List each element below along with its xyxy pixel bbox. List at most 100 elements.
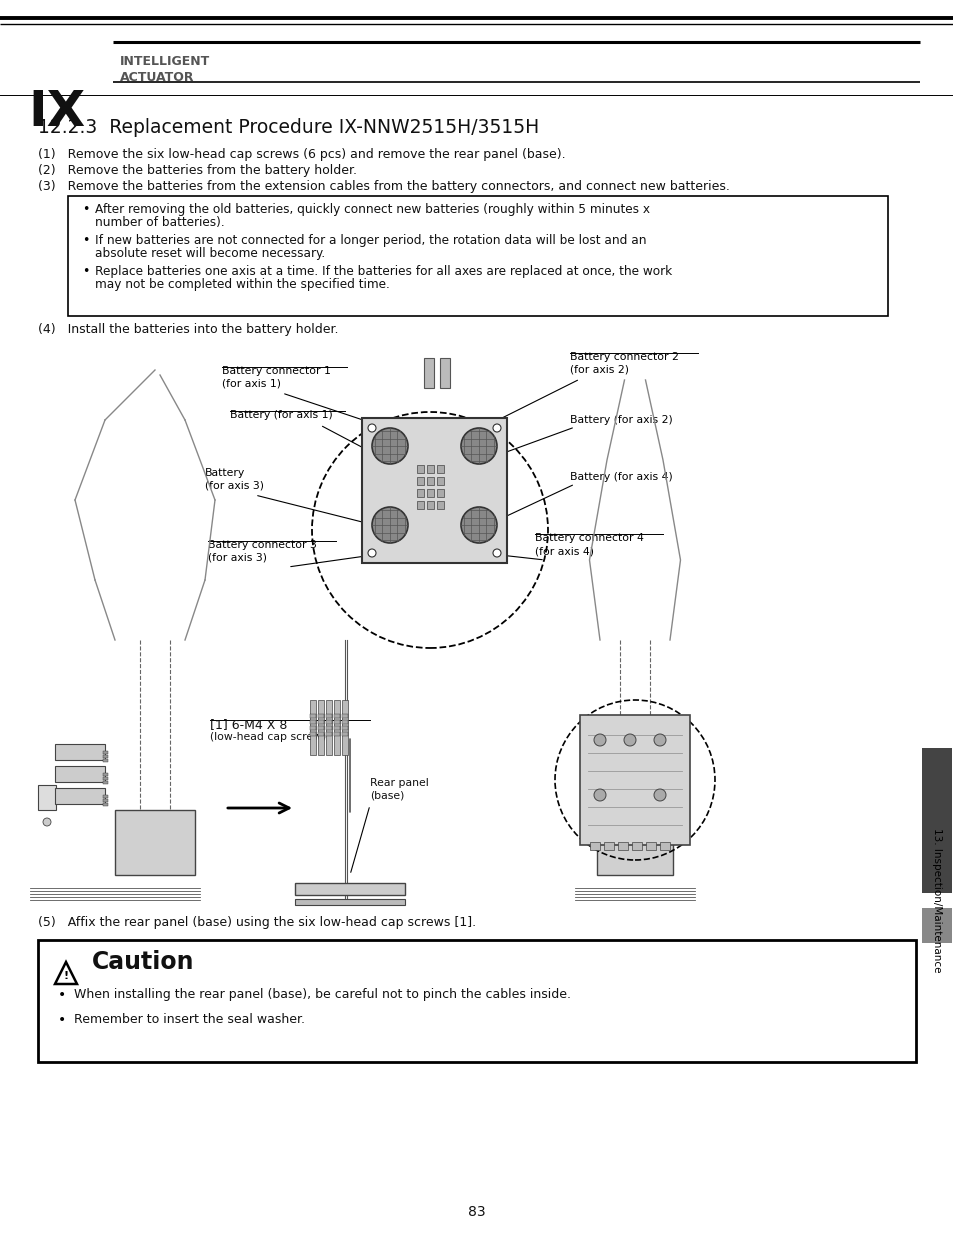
Bar xyxy=(326,732,332,736)
Bar xyxy=(294,899,405,905)
Bar xyxy=(416,477,423,485)
Bar xyxy=(103,781,108,784)
Bar xyxy=(103,803,108,806)
Text: 83: 83 xyxy=(468,1205,485,1219)
Circle shape xyxy=(594,789,605,802)
Bar xyxy=(310,700,315,755)
Bar xyxy=(436,466,443,473)
Bar xyxy=(317,732,324,736)
Bar xyxy=(603,842,614,850)
Text: INTELLIGENT: INTELLIGENT xyxy=(120,56,210,68)
Text: (for axis 1): (for axis 1) xyxy=(222,379,281,389)
Bar xyxy=(310,714,315,718)
Bar xyxy=(334,720,339,724)
Bar xyxy=(326,726,332,730)
Bar xyxy=(294,883,405,895)
Bar xyxy=(334,700,339,755)
Text: (5)   Affix the rear panel (base) using the six low-head cap screws [1].: (5) Affix the rear panel (base) using th… xyxy=(38,916,476,929)
Text: (base): (base) xyxy=(370,790,404,802)
Bar xyxy=(618,842,627,850)
Bar xyxy=(103,760,108,762)
Bar xyxy=(310,732,315,736)
Bar xyxy=(103,799,108,802)
Bar xyxy=(317,720,324,724)
Circle shape xyxy=(654,789,665,802)
Bar xyxy=(55,788,105,804)
Text: ACTUATOR: ACTUATOR xyxy=(120,70,194,84)
Circle shape xyxy=(594,734,605,746)
Bar xyxy=(55,766,105,782)
Text: number of batteries).: number of batteries). xyxy=(95,216,224,228)
Text: Caution: Caution xyxy=(91,950,194,974)
Circle shape xyxy=(460,508,497,543)
Text: [1] 6-M4 X 8: [1] 6-M4 X 8 xyxy=(210,718,287,731)
Text: Rear panel: Rear panel xyxy=(370,778,428,788)
Text: (for axis 4): (for axis 4) xyxy=(535,546,594,556)
Bar xyxy=(310,726,315,730)
Bar xyxy=(317,700,324,755)
Bar xyxy=(597,810,672,876)
Bar xyxy=(423,358,434,388)
Bar xyxy=(326,720,332,724)
Bar xyxy=(115,810,194,876)
Bar xyxy=(341,720,348,724)
Bar xyxy=(68,196,887,316)
Bar xyxy=(427,477,434,485)
Bar xyxy=(103,777,108,781)
Bar xyxy=(103,773,108,776)
Circle shape xyxy=(368,550,375,557)
Text: Battery (for axis 4): Battery (for axis 4) xyxy=(569,472,672,482)
Circle shape xyxy=(493,550,500,557)
Text: (for axis 3): (for axis 3) xyxy=(208,553,267,563)
Circle shape xyxy=(43,818,51,826)
Bar xyxy=(341,714,348,718)
Text: Battery (for axis 2): Battery (for axis 2) xyxy=(569,415,672,425)
Text: 13. Inspection/Maintenance: 13. Inspection/Maintenance xyxy=(931,827,941,972)
Text: 12.2.3  Replacement Procedure IX-NNW2515H/3515H: 12.2.3 Replacement Procedure IX-NNW2515H… xyxy=(38,119,538,137)
Bar xyxy=(645,842,656,850)
Bar xyxy=(326,700,332,755)
Text: (for axis 3): (for axis 3) xyxy=(205,480,264,492)
Bar xyxy=(921,748,951,893)
Circle shape xyxy=(623,734,636,746)
Text: Battery: Battery xyxy=(205,468,245,478)
Text: Remember to insert the seal washer.: Remember to insert the seal washer. xyxy=(74,1013,305,1026)
Bar xyxy=(416,489,423,496)
Bar xyxy=(579,715,689,845)
Text: (low-head cap screw): (low-head cap screw) xyxy=(210,732,326,742)
Text: !: ! xyxy=(63,971,69,981)
Text: •: • xyxy=(58,988,66,1002)
Bar xyxy=(439,358,450,388)
Text: If new batteries are not connected for a longer period, the rotation data will b: If new batteries are not connected for a… xyxy=(95,233,646,247)
Bar xyxy=(631,842,641,850)
Text: Battery (for axis 1): Battery (for axis 1) xyxy=(230,410,333,420)
Bar xyxy=(341,732,348,736)
Bar xyxy=(326,714,332,718)
Text: (for axis 2): (for axis 2) xyxy=(569,366,628,375)
Bar xyxy=(341,700,348,755)
Text: When installing the rear panel (base), be careful not to pinch the cables inside: When installing the rear panel (base), b… xyxy=(74,988,571,1002)
Bar xyxy=(427,501,434,509)
Bar xyxy=(427,489,434,496)
Text: Replace batteries one axis at a time. If the batteries for all axes are replaced: Replace batteries one axis at a time. If… xyxy=(95,266,672,278)
Circle shape xyxy=(372,429,408,464)
Bar xyxy=(103,751,108,755)
Bar xyxy=(341,726,348,730)
Text: •: • xyxy=(82,233,90,247)
Circle shape xyxy=(493,424,500,432)
Text: (3)   Remove the batteries from the extension cables from the battery connectors: (3) Remove the batteries from the extens… xyxy=(38,180,729,193)
Bar xyxy=(103,795,108,798)
Text: •: • xyxy=(82,203,90,216)
Text: •: • xyxy=(58,1013,66,1028)
Text: After removing the old batteries, quickly connect new batteries (roughly within : After removing the old batteries, quickl… xyxy=(95,203,649,216)
Bar xyxy=(103,755,108,758)
Text: (4)   Install the batteries into the battery holder.: (4) Install the batteries into the batte… xyxy=(38,324,338,336)
Circle shape xyxy=(368,424,375,432)
Bar xyxy=(436,489,443,496)
Text: Battery connector 2: Battery connector 2 xyxy=(569,352,679,362)
Bar xyxy=(436,477,443,485)
Bar xyxy=(427,466,434,473)
Text: (2)   Remove the batteries from the battery holder.: (2) Remove the batteries from the batter… xyxy=(38,164,356,177)
Circle shape xyxy=(372,508,408,543)
Bar xyxy=(38,940,915,1062)
